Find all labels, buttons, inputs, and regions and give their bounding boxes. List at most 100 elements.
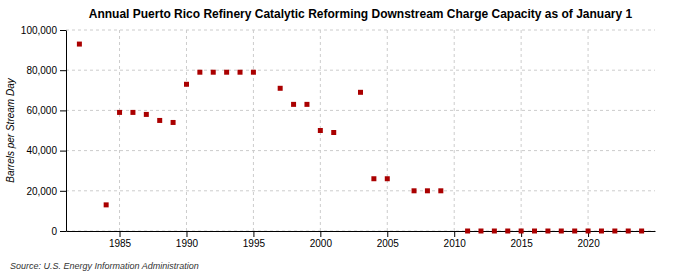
tick-mark (186, 231, 187, 237)
tick-mark (387, 231, 388, 237)
tick-label: 1995 (243, 238, 266, 249)
point (171, 120, 176, 125)
tick: 80,000 (26, 65, 66, 76)
tick: 1985 (109, 231, 132, 249)
title: Annual Puerto Rico Refinery Catalytic Re… (89, 7, 633, 21)
point (532, 229, 537, 234)
points (77, 42, 644, 234)
grid (66, 30, 655, 231)
grid-line (66, 30, 655, 31)
tick-mark (454, 231, 455, 237)
grid-line (66, 70, 655, 71)
point (130, 110, 135, 115)
annotation: Source: U.S. Energy Information Administ… (10, 261, 199, 271)
tick-label: 2015 (511, 238, 534, 249)
tick-label: 60,000 (26, 105, 57, 116)
point (478, 229, 483, 234)
tick: 2000 (310, 231, 333, 249)
point (251, 70, 256, 75)
x-axis: 1985 1990 1995 2000 2005 2010 2015 2020 (67, 231, 656, 249)
point (492, 229, 497, 234)
grid-line (521, 30, 522, 231)
tick: 2015 (511, 231, 534, 249)
tick: 2020 (577, 231, 600, 249)
tick-label: 1990 (176, 238, 199, 249)
point (412, 188, 417, 193)
point (117, 110, 122, 115)
tick-label: 2010 (444, 238, 467, 249)
point (385, 176, 390, 181)
tick-mark (60, 110, 66, 111)
point (425, 188, 430, 193)
tick: 2005 (377, 231, 400, 249)
grid-line (66, 110, 655, 111)
tick: 0 (51, 226, 66, 237)
point (572, 229, 577, 234)
point (626, 229, 631, 234)
grid-line (66, 150, 655, 151)
point (465, 229, 470, 234)
point (184, 82, 189, 87)
grid-line (387, 30, 388, 231)
point (519, 229, 524, 234)
tick-label: 2020 (577, 238, 600, 249)
tick: 100,000 (21, 25, 66, 36)
tick-mark (253, 231, 254, 237)
grid-line (66, 231, 655, 232)
tick: 40,000 (26, 145, 66, 156)
tick-label: 2005 (377, 238, 400, 249)
plot: 1985 1990 1995 2000 2005 2010 2015 2020 0 20,000 4… (21, 25, 656, 249)
grid-line (66, 190, 655, 191)
y-axis: 0 20,000 40,000 60,000 80,000 100,000 (21, 25, 67, 237)
tick-mark (120, 231, 121, 237)
point (545, 229, 550, 234)
point (358, 90, 363, 95)
tick-mark (60, 30, 66, 31)
tick-mark (320, 231, 321, 237)
tick: 20,000 (26, 186, 66, 197)
axis-line (67, 231, 656, 232)
tick-mark (60, 231, 66, 232)
point (77, 42, 82, 47)
point (197, 70, 202, 75)
grid-line (119, 30, 120, 231)
tick: 60,000 (26, 105, 66, 116)
grid-line (588, 30, 589, 231)
tick-label: 100,000 (21, 25, 58, 36)
tick-label: 80,000 (26, 65, 57, 76)
point (291, 102, 296, 107)
tick: 1990 (176, 231, 199, 249)
tick-label: 20,000 (26, 186, 57, 197)
y-axis-title: Barrels per Stream Day (5, 77, 16, 182)
tick-mark (60, 191, 66, 192)
point (331, 130, 336, 135)
point (144, 112, 149, 117)
tick-label: 40,000 (26, 145, 57, 156)
grid-line (253, 30, 254, 231)
point (639, 229, 644, 234)
point (238, 70, 243, 75)
tick: 2010 (444, 231, 467, 249)
axis-line (66, 31, 67, 232)
point (599, 229, 604, 234)
tick-label: 0 (51, 226, 57, 237)
tick-mark (60, 70, 66, 71)
tick-label: 2000 (310, 238, 333, 249)
point (278, 86, 283, 91)
point (505, 229, 510, 234)
point (104, 202, 109, 207)
tick-mark (60, 151, 66, 152)
point (318, 128, 323, 133)
point (211, 70, 216, 75)
point (224, 70, 229, 75)
tick: 1995 (243, 231, 266, 249)
chart: 1985 1990 1995 2000 2005 2010 2015 2020 0 20,000 4… (0, 0, 675, 275)
point (612, 229, 617, 234)
tick-label: 1985 (109, 238, 132, 249)
point (371, 176, 376, 181)
point (586, 229, 591, 234)
grid-line (186, 30, 187, 231)
point (438, 188, 443, 193)
point (304, 102, 309, 107)
grid-line (454, 30, 455, 231)
